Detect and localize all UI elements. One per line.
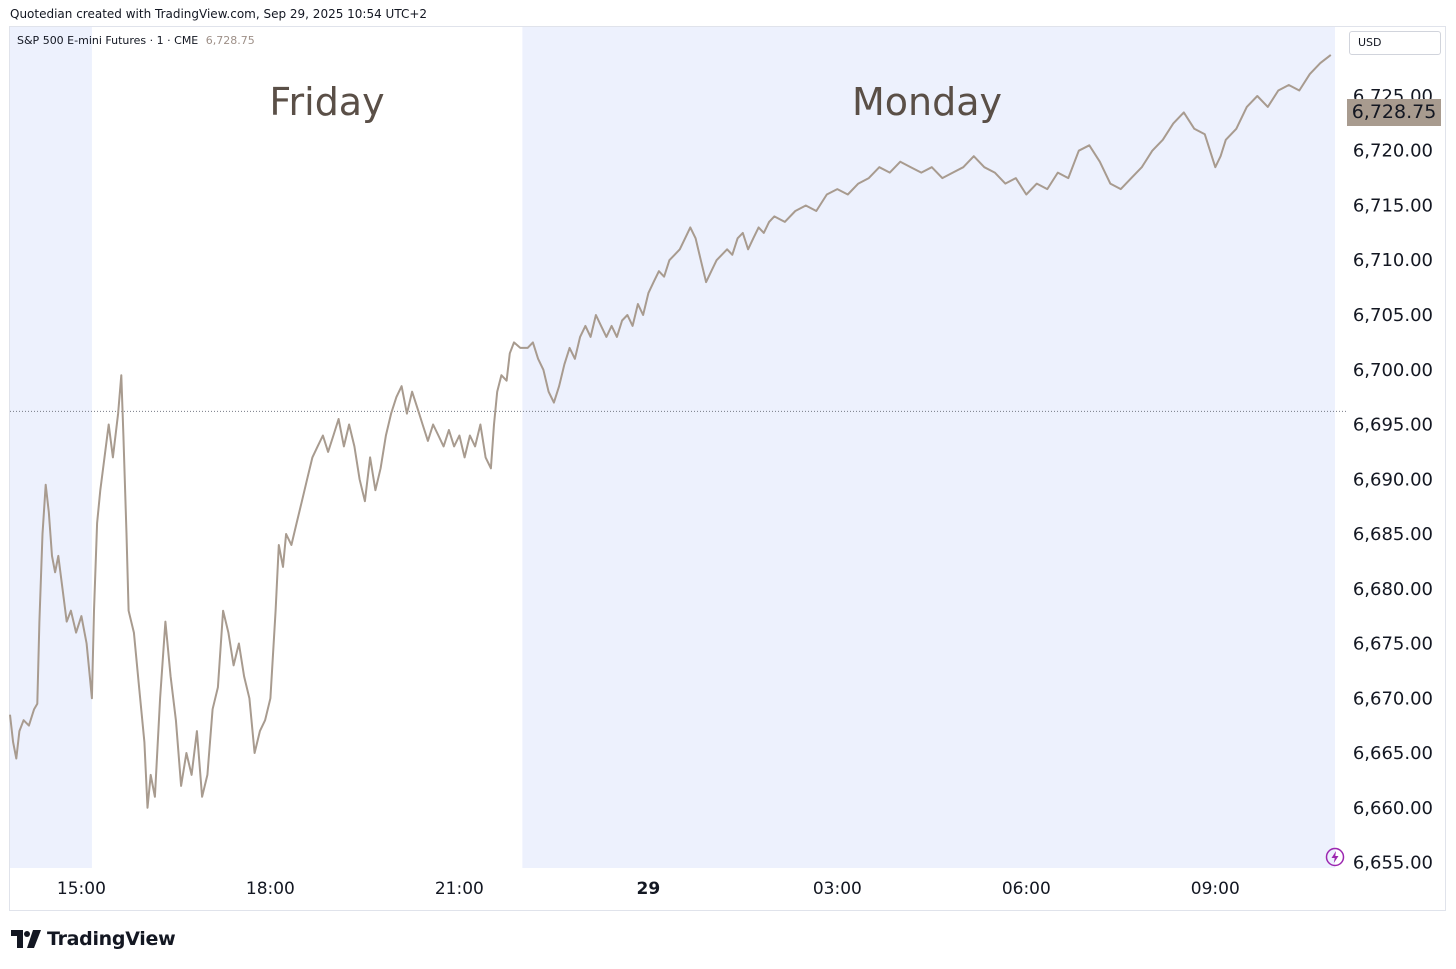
y-tick-label: 6,710.00 [1353,250,1433,271]
symbol-name[interactable]: S&P 500 E-mini Futures · 1 · CME [17,34,199,47]
y-tick-label: 6,670.00 [1353,688,1433,709]
last-price: 6,728.75 [205,34,255,47]
currency-selector[interactable]: USD [1349,31,1441,55]
y-tick-label: 6,705.00 [1353,305,1433,326]
price-series-line[interactable] [9,54,1332,809]
y-tick-label: 6,720.00 [1353,141,1433,162]
y-tick-label: 6,715.00 [1353,195,1433,216]
session-shade-1 [522,27,1335,868]
x-tick-label: 21:00 [435,879,484,899]
x-tick-label: 29 [637,879,661,899]
symbol-legend[interactable]: S&P 500 E-mini Futures · 1 · CME 6,728.7… [17,34,255,47]
tv-logo-icon [11,930,41,948]
session-label-friday: Friday [269,80,385,124]
x-tick-label: 06:00 [1002,879,1051,899]
y-tick-label: 6,695.00 [1353,415,1433,436]
session-label-monday: Monday [851,80,1003,124]
y-tick-label: 6,665.00 [1353,743,1433,764]
last-price-tag: 6,728.75 [1347,99,1441,126]
y-tick-label: 6,680.00 [1353,579,1433,600]
y-tick-label: 6,655.00 [1353,853,1433,874]
y-tick-label: 6,700.00 [1353,360,1433,381]
chart-caption: Quotedian created with TradingView.com, … [10,7,428,21]
y-tick-label: 6,660.00 [1353,798,1433,819]
lightning-icon[interactable] [1325,847,1345,867]
y-tick-label: 6,675.00 [1353,634,1433,655]
x-tick-label: 18:00 [246,879,295,899]
tradingview-logo[interactable]: TradingView [11,928,176,950]
y-tick-label: 6,690.00 [1353,469,1433,490]
x-tick-label: 15:00 [57,879,106,899]
x-tick-label: 03:00 [813,879,862,899]
session-shade-0 [10,27,92,868]
y-tick-label: 6,685.00 [1353,524,1433,545]
x-tick-label: 09:00 [1191,879,1240,899]
brand-name: TradingView [47,928,176,950]
